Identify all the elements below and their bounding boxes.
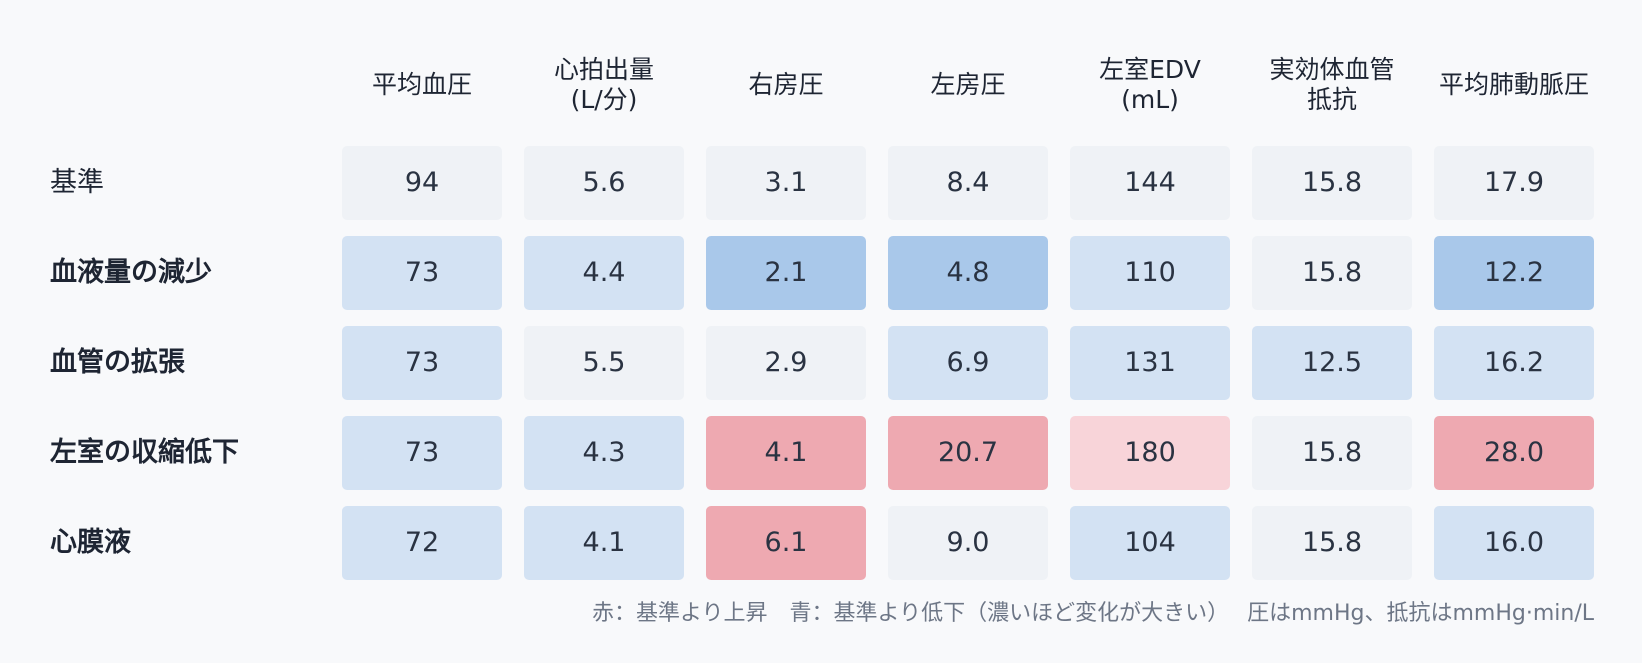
heatmap-cell: 73 (342, 326, 502, 400)
heatmap-cell: 4.1 (524, 506, 684, 580)
heatmap-cell: 94 (342, 146, 502, 220)
column-header: 左房圧 (930, 70, 1006, 99)
heatmap-cell: 144 (1070, 146, 1230, 220)
column-header: 実効体血管 抵抗 (1269, 55, 1395, 114)
heatmap-cell: 2.9 (706, 326, 866, 400)
heatmap-cell: 4.8 (888, 236, 1048, 310)
heatmap-cell: 12.2 (1434, 236, 1594, 310)
heatmap-cell: 9.0 (888, 506, 1048, 580)
heatmap-cell: 15.8 (1252, 416, 1412, 490)
row-label: 左室の収縮低下 (50, 437, 239, 468)
row-label: 心膜液 (50, 527, 131, 558)
heatmap-cell: 4.3 (524, 416, 684, 490)
heatmap-cell: 12.5 (1252, 326, 1412, 400)
column-header: 平均血圧 (371, 70, 472, 99)
row-label: 基準 (50, 167, 104, 198)
heatmap-cell: 4.4 (524, 236, 684, 310)
heatmap-cell: 17.9 (1434, 146, 1594, 220)
heatmap-cell: 6.9 (888, 326, 1048, 400)
heatmap-cell: 72 (342, 506, 502, 580)
heatmap-cell: 131 (1070, 326, 1230, 400)
legend-note: 赤：基準より上昇 青：基準より低下（濃いほど変化が大きい） 圧はmmHg、抵抗は… (591, 601, 1594, 626)
heatmap-cell: 20.7 (888, 416, 1048, 490)
column-header: 心拍出量 (L/分) (553, 55, 654, 114)
row-label: 血管の拡張 (50, 347, 185, 378)
heatmap-cell: 6.1 (706, 506, 866, 580)
heatmap-cell: 73 (342, 416, 502, 490)
column-header: 左室EDV (mL) (1099, 55, 1201, 114)
heatmap-cell: 15.8 (1252, 146, 1412, 220)
column-header: 右房圧 (748, 70, 824, 99)
heatmap-cell: 15.8 (1252, 506, 1412, 580)
heatmap-cell: 2.1 (706, 236, 866, 310)
row-label: 血液量の減少 (50, 257, 212, 288)
heatmap-cell: 8.4 (888, 146, 1048, 220)
heatmap-cell: 4.1 (706, 416, 866, 490)
heatmap-cell: 5.5 (524, 326, 684, 400)
heatmap-cell: 16.0 (1434, 506, 1594, 580)
heatmap-cell: 73 (342, 236, 502, 310)
column-header: 平均肺動脈圧 (1438, 70, 1589, 99)
heatmap-cell: 5.6 (524, 146, 684, 220)
heatmap-cell: 3.1 (706, 146, 866, 220)
heatmap-cell: 16.2 (1434, 326, 1594, 400)
heatmap-cell: 104 (1070, 506, 1230, 580)
heatmap-cell: 110 (1070, 236, 1230, 310)
heatmap-cell: 15.8 (1252, 236, 1412, 310)
heatmap-cell: 180 (1070, 416, 1230, 490)
heatmap-cell: 28.0 (1434, 416, 1594, 490)
